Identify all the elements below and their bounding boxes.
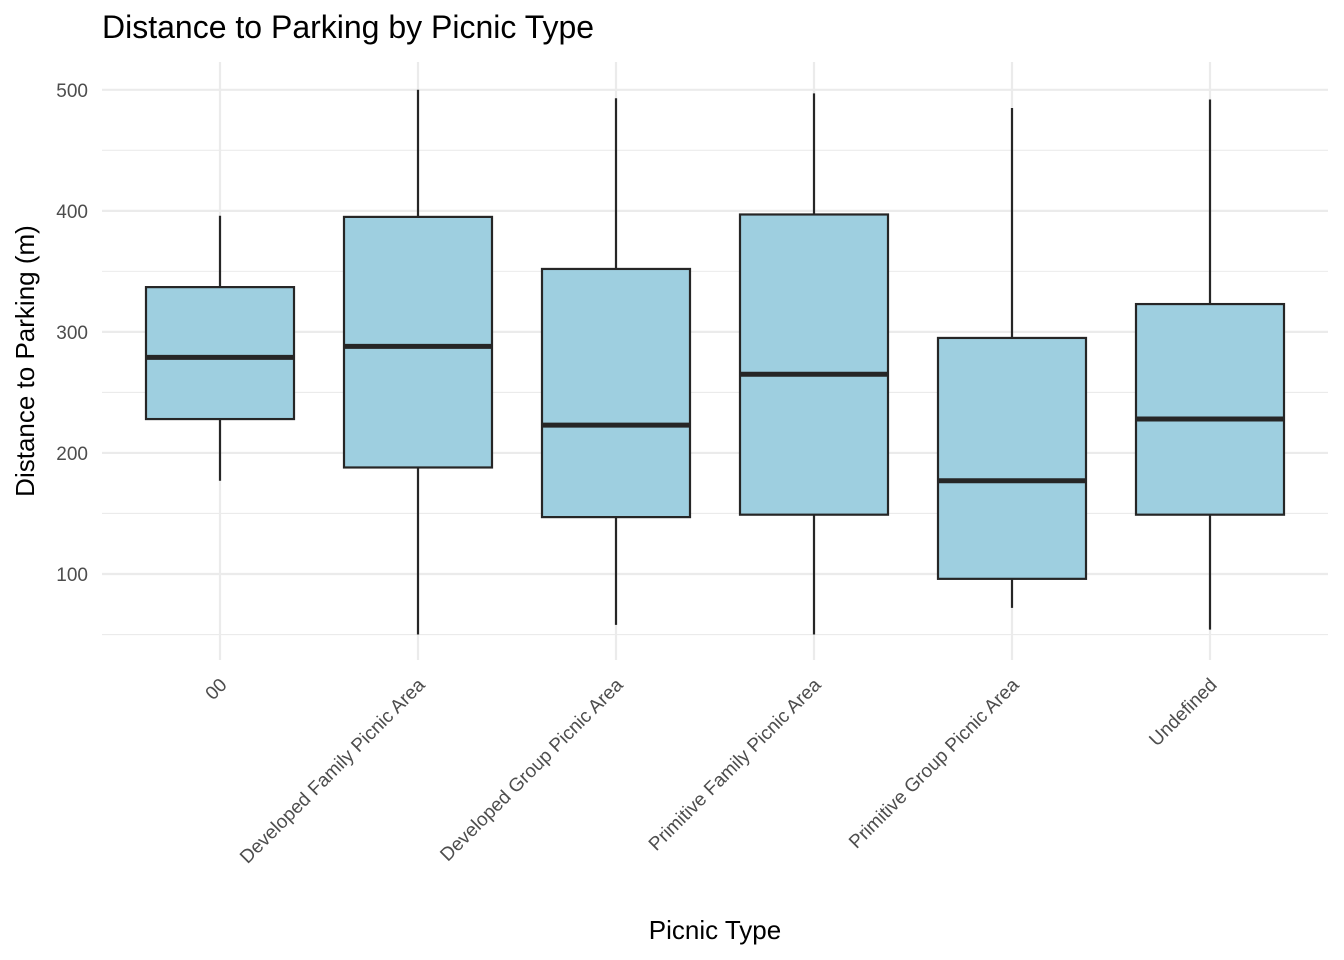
y-tick-label: 300	[56, 323, 88, 344]
x-tick-label: Primitive Family Picnic Area	[645, 674, 826, 855]
box-group	[540, 98, 692, 625]
box-group	[1134, 99, 1286, 630]
x-tick-label: Developed Family Picnic Area	[236, 674, 430, 868]
y-axis-ticks: 100 200 300 400 500	[56, 81, 88, 586]
y-tick-label: 500	[56, 81, 88, 102]
box-group	[342, 89, 494, 635]
box-series	[144, 89, 1286, 635]
x-tick-label: Primitive Group Picnic Area	[845, 674, 1024, 853]
box	[936, 336, 1088, 580]
y-tick-label: 400	[56, 202, 88, 223]
x-tick-label: Undefined	[1145, 675, 1221, 751]
x-axis-ticks: 00 Developed Family Picnic Area Developed …	[202, 674, 1222, 868]
x-tick-label: Developed Group Picnic Area	[436, 674, 627, 865]
box	[540, 267, 692, 519]
box-group	[144, 215, 296, 481]
box	[738, 213, 890, 516]
box	[144, 286, 296, 421]
x-axis-title: Picnic Type	[649, 915, 781, 945]
box	[342, 215, 494, 469]
x-tick-label: 00	[202, 675, 232, 705]
y-axis-title: Distance to Parking (m)	[10, 225, 40, 497]
y-tick-label: 200	[56, 444, 88, 465]
box	[1134, 302, 1286, 516]
box-group	[738, 93, 890, 635]
y-tick-label: 100	[56, 565, 88, 586]
box-group	[936, 107, 1088, 608]
chart-title: Distance to Parking by Picnic Type	[102, 9, 594, 45]
